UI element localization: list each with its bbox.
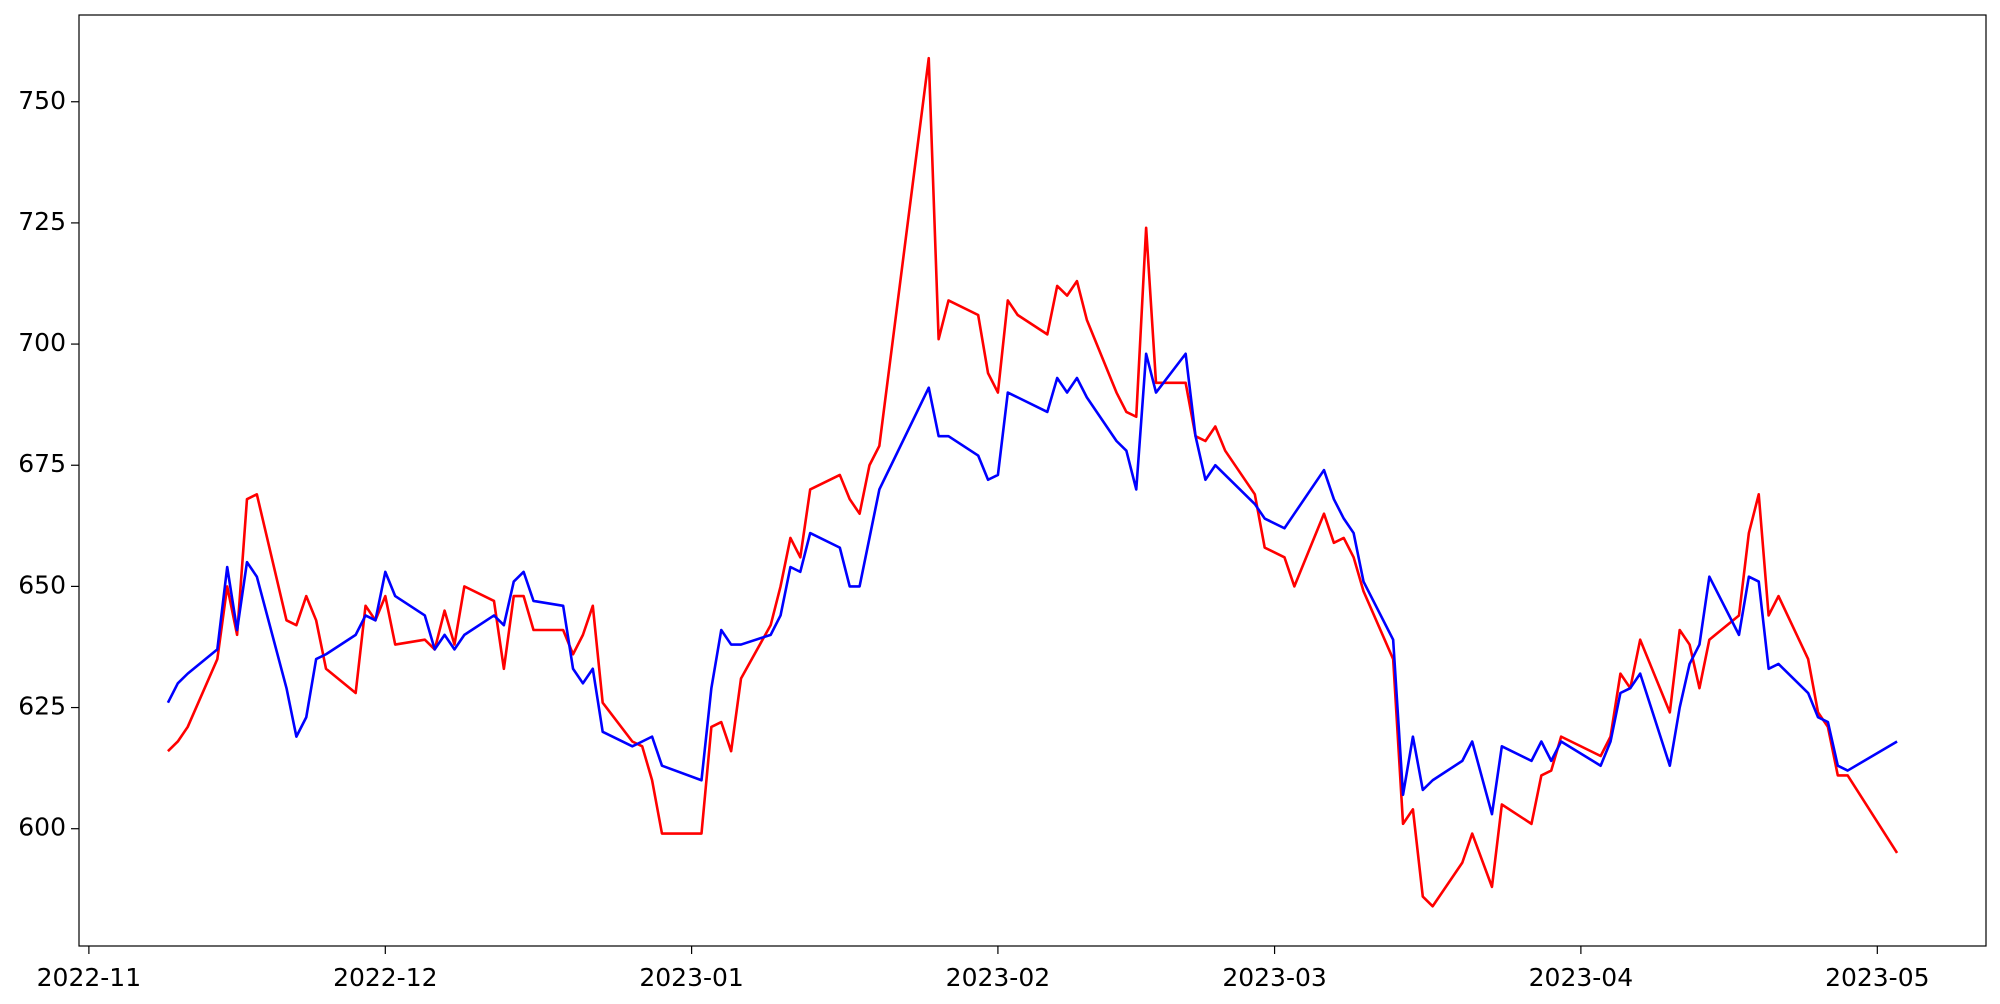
plot-frame <box>78 14 1987 947</box>
x-tick-label: 2022-12 <box>333 963 437 992</box>
y-tick-label: 750 <box>18 86 66 115</box>
x-tick-label: 2023-03 <box>1222 963 1326 992</box>
y-tick-label: 625 <box>18 692 66 721</box>
x-tick-label: 2023-04 <box>1529 963 1633 992</box>
x-tick-label: 2022-11 <box>37 963 141 992</box>
y-tick-label: 600 <box>18 813 66 842</box>
y-tick-label: 650 <box>18 570 66 599</box>
data-line <box>167 56 1899 908</box>
x-tick-label: 2023-01 <box>639 963 743 992</box>
y-tick-label: 675 <box>18 449 66 478</box>
x-tick-label: 2023-05 <box>1825 963 1929 992</box>
y-tick-label: 725 <box>18 207 66 236</box>
x-tick-label: 2023-02 <box>946 963 1050 992</box>
data-line <box>166 352 1898 816</box>
y-tick-label: 700 <box>18 328 66 357</box>
